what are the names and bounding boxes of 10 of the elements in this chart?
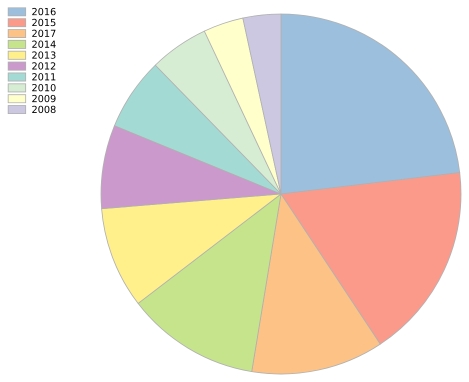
legend-label: 2015 — [32, 18, 56, 26]
legend-label: 2012 — [32, 62, 56, 70]
legend-label: 2011 — [32, 73, 56, 80]
legend-label: 2016 — [32, 8, 56, 16]
legend-label: 2008 — [32, 106, 56, 114]
legend-label: 2009 — [32, 94, 56, 102]
legend-label: 2014 — [32, 40, 56, 48]
legend-label: 2010 — [32, 84, 56, 92]
legend-label: 2017 — [32, 30, 56, 38]
legend-label: 2013 — [32, 51, 56, 59]
